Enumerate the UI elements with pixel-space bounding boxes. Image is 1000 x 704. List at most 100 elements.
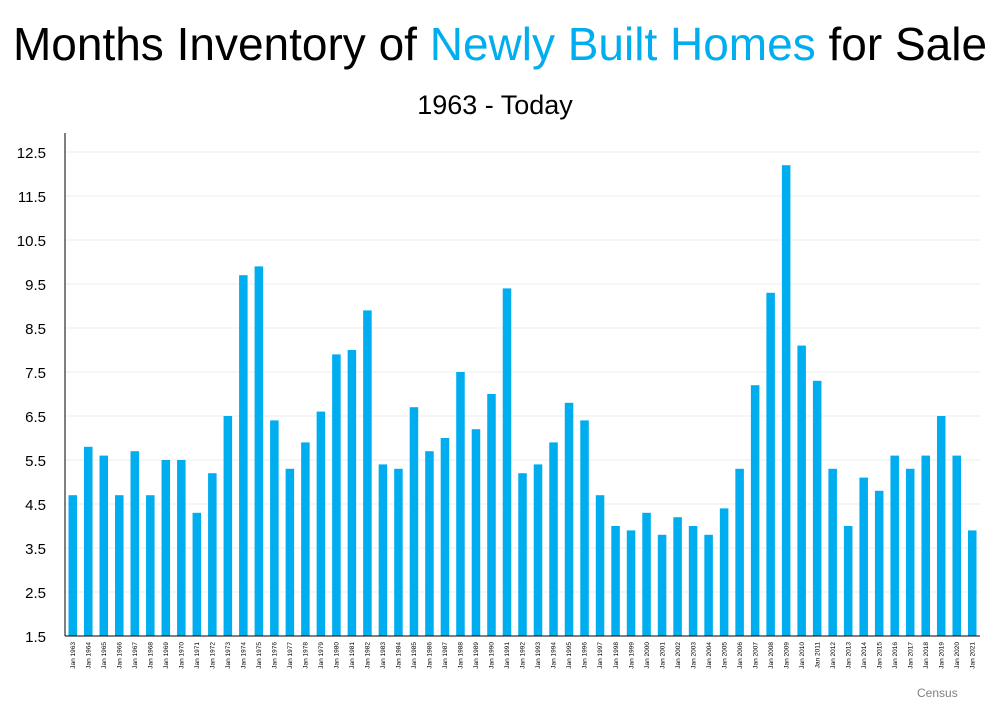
bar bbox=[301, 442, 310, 636]
bar bbox=[890, 455, 899, 636]
y-tick-label: 11.5 bbox=[18, 189, 46, 206]
x-tick-label: Jan 1975 bbox=[256, 642, 263, 669]
bar bbox=[254, 266, 264, 636]
x-tick-label: Jan 1995 bbox=[566, 642, 573, 669]
bar bbox=[580, 420, 589, 636]
y-tick-label: 3.5 bbox=[25, 541, 46, 558]
bar bbox=[99, 455, 109, 636]
x-tick-label: Jan 1970 bbox=[179, 642, 186, 669]
bar bbox=[673, 517, 682, 636]
chart-title: Months Inventory of Newly Built Homes fo… bbox=[0, 14, 1000, 74]
bar bbox=[487, 394, 496, 636]
x-tick-label: Jan 2021 bbox=[969, 642, 976, 669]
bar bbox=[952, 455, 961, 636]
bar bbox=[921, 455, 930, 636]
x-tick-label: Jan 1990 bbox=[489, 642, 496, 669]
x-tick-label: Jan 1986 bbox=[427, 642, 434, 669]
bar bbox=[115, 495, 124, 636]
x-tick-label: Jan 2006 bbox=[737, 642, 744, 669]
bar bbox=[735, 468, 744, 636]
x-tick-label: Jan 1982 bbox=[365, 642, 372, 669]
bar bbox=[285, 468, 295, 636]
bar bbox=[518, 473, 527, 636]
y-tick-label: 1.5 bbox=[25, 629, 46, 646]
bar bbox=[223, 416, 233, 636]
x-tick-label: Jan 1984 bbox=[396, 642, 403, 669]
x-tick-label: Jan 1983 bbox=[380, 642, 387, 669]
bar bbox=[363, 310, 372, 636]
bar bbox=[378, 464, 388, 636]
x-tick-label: Jan 1989 bbox=[473, 642, 480, 669]
title-highlight: Newly Built Homes bbox=[429, 18, 816, 70]
bar bbox=[177, 460, 186, 636]
bar bbox=[394, 468, 403, 636]
x-tick-label: Jan 2013 bbox=[845, 642, 852, 669]
bar bbox=[84, 446, 93, 636]
x-tick-label: Jan 2011 bbox=[814, 642, 821, 669]
bar bbox=[270, 420, 279, 636]
x-tick-label: Jan 1971 bbox=[194, 642, 201, 669]
bar bbox=[68, 495, 78, 636]
bar bbox=[471, 429, 481, 636]
x-tick-label: Jan 2008 bbox=[768, 642, 775, 669]
bar bbox=[766, 292, 775, 636]
bar bbox=[564, 402, 574, 636]
x-tick-label: Jan 1987 bbox=[442, 642, 449, 669]
x-tick-label: Jan 1965 bbox=[101, 642, 108, 669]
x-tick-label: Jan 2007 bbox=[752, 642, 759, 669]
x-tick-label: Jan 2014 bbox=[861, 642, 868, 669]
x-tick-label: Jan 1966 bbox=[116, 642, 123, 669]
x-tick-label: Jan 1997 bbox=[597, 642, 604, 669]
x-tick-label: Jan 1974 bbox=[241, 642, 248, 669]
y-tick-label: 7.5 bbox=[25, 365, 46, 382]
x-tick-label: Jan 1992 bbox=[520, 642, 527, 669]
bar bbox=[843, 526, 853, 636]
x-tick-label: Jan 1968 bbox=[148, 642, 155, 669]
title-part1: Months Inventory of bbox=[12, 18, 430, 70]
bar bbox=[161, 460, 171, 636]
bar bbox=[347, 350, 357, 636]
x-tick-label: Jan 1976 bbox=[272, 642, 279, 669]
bar bbox=[533, 464, 543, 636]
y-tick-label: 4.5 bbox=[25, 497, 46, 514]
bar bbox=[828, 468, 837, 636]
x-tick-label: Jan 2015 bbox=[876, 642, 883, 669]
y-tick-label: 9.5 bbox=[25, 277, 46, 294]
bar bbox=[859, 477, 868, 636]
x-tick-label: Jan 1978 bbox=[303, 642, 310, 669]
x-tick-label: Jan 1980 bbox=[334, 642, 341, 669]
x-tick-label: Jan 2012 bbox=[830, 642, 837, 669]
bar bbox=[456, 372, 465, 636]
x-tick-label: Jan 1979 bbox=[318, 642, 325, 669]
bar bbox=[425, 451, 434, 636]
y-tick-label: 5.5 bbox=[25, 453, 46, 470]
bar bbox=[719, 508, 729, 636]
bar bbox=[208, 473, 217, 636]
chart-subtitle: 1963 - Today bbox=[417, 90, 573, 120]
y-tick-labels: 12.5 11.5 10.5 9.5 8.5 7.5 6.5 5.5 4.5 3.5 2.5 1.5 bbox=[17, 145, 46, 646]
bar bbox=[936, 416, 946, 636]
axes bbox=[64, 133, 980, 637]
bar bbox=[626, 530, 636, 636]
x-tick-label: Jan 2018 bbox=[923, 642, 930, 669]
x-tick-label: Jan 1996 bbox=[582, 642, 589, 669]
x-tick-label: Jan 1999 bbox=[628, 642, 635, 669]
bar bbox=[874, 490, 884, 636]
x-tick-label: Jan 2010 bbox=[799, 642, 806, 669]
bar bbox=[642, 512, 651, 636]
bar bbox=[688, 526, 698, 636]
x-tick-label: Jan 2004 bbox=[706, 642, 713, 669]
x-tick-label: Jan 2016 bbox=[892, 642, 899, 669]
x-tick-label: Jan 1985 bbox=[411, 642, 418, 669]
y-tick-label: 6.5 bbox=[25, 409, 46, 426]
bar bbox=[657, 534, 667, 636]
y-tick-label: 8.5 bbox=[25, 321, 46, 338]
x-tick-label: Jan 1991 bbox=[504, 642, 511, 669]
x-tick-label: Jan 2020 bbox=[954, 642, 961, 669]
bar bbox=[192, 512, 202, 636]
x-tick-label: Jan 2003 bbox=[690, 642, 697, 669]
x-tick-label: Jan 2019 bbox=[938, 642, 945, 669]
bar bbox=[130, 451, 140, 636]
x-tick-label: Jan 1994 bbox=[551, 642, 558, 669]
